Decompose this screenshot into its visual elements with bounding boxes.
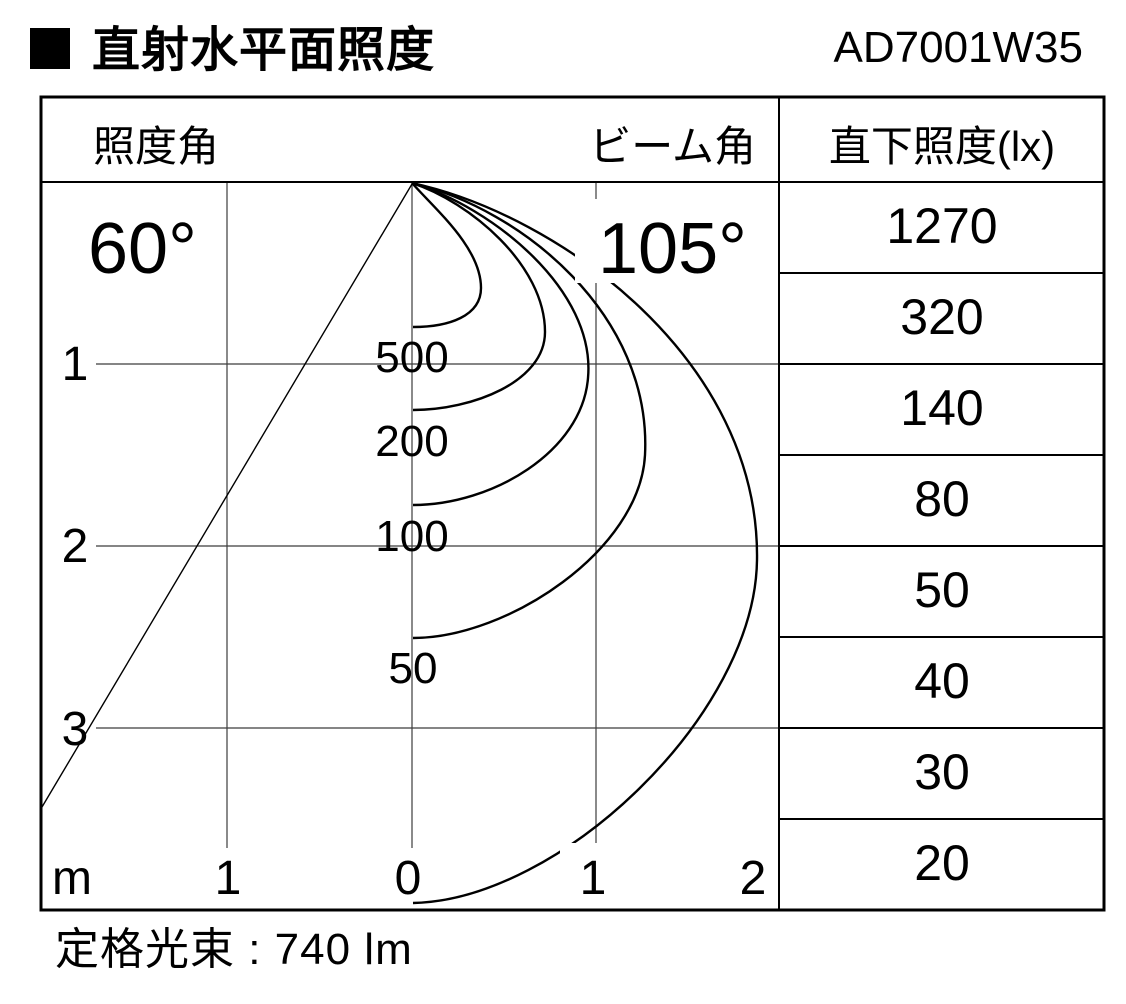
- title-square-marker: [30, 28, 70, 69]
- contour-label-100: 100: [375, 512, 448, 561]
- rated-luminous-flux: 定格光束 : 740 lm: [55, 925, 413, 974]
- x-tick-left-1: 1: [215, 852, 242, 905]
- table-cell-2: 140: [900, 380, 983, 436]
- page-title: 直射水平面照度: [92, 24, 435, 77]
- beam-angle-value: 105°: [598, 209, 747, 289]
- x-tick-m: m: [52, 852, 92, 905]
- table-cell-7: 20: [914, 835, 970, 891]
- header-direct-illuminance: 直下照度(lx): [829, 123, 1055, 170]
- x-tick-right-1: 1: [580, 852, 607, 905]
- table-outer-border: [39, 95, 1106, 912]
- y-tick-3: 3: [62, 703, 89, 756]
- isolux-curve-100: [411, 181, 590, 507]
- table-frame: [39, 95, 1106, 912]
- table-cell-4: 50: [914, 562, 970, 618]
- contour-label-500: 500: [375, 333, 448, 382]
- label-mask-xtick-1: [560, 843, 612, 897]
- header-illuminance-angle: 照度角: [93, 123, 219, 170]
- chart-labels: 60° 105° 500 200 100 50 1 2 3 m 1 0 1 2: [52, 209, 766, 905]
- isolux-curve-500: [411, 182, 483, 329]
- table-cell-5: 40: [914, 653, 970, 709]
- x-tick-0: 0: [395, 852, 422, 905]
- x-tick-right-2: 2: [740, 852, 767, 905]
- contour-label-50: 50: [389, 644, 438, 693]
- product-code: AD7001W35: [834, 23, 1083, 72]
- contour-label-200: 200: [375, 417, 448, 466]
- header-beam-angle: ビーム角: [589, 123, 756, 170]
- isolux-curve-50: [411, 181, 647, 640]
- table-cell-6: 30: [914, 744, 970, 800]
- y-tick-1: 1: [62, 338, 89, 391]
- illuminance-angle-value: 60°: [88, 209, 197, 289]
- y-tick-2: 2: [62, 520, 89, 573]
- chart-grid: [96, 182, 778, 848]
- direct-illuminance-values: 1270 320 140 80 50 40 30 20: [886, 198, 997, 891]
- table-headers: 照度角 ビーム角 直下照度(lx): [93, 123, 1055, 170]
- title-block: 直射水平面照度 AD7001W35: [30, 23, 1083, 77]
- illuminance-angle-line-60: [41, 183, 413, 808]
- label-mask-beam-angle: [575, 199, 745, 283]
- isolux-curve-200: [411, 181, 547, 412]
- table-cell-1: 320: [900, 289, 983, 345]
- table-cell-0: 1270: [886, 198, 997, 254]
- table-cell-3: 80: [914, 471, 970, 527]
